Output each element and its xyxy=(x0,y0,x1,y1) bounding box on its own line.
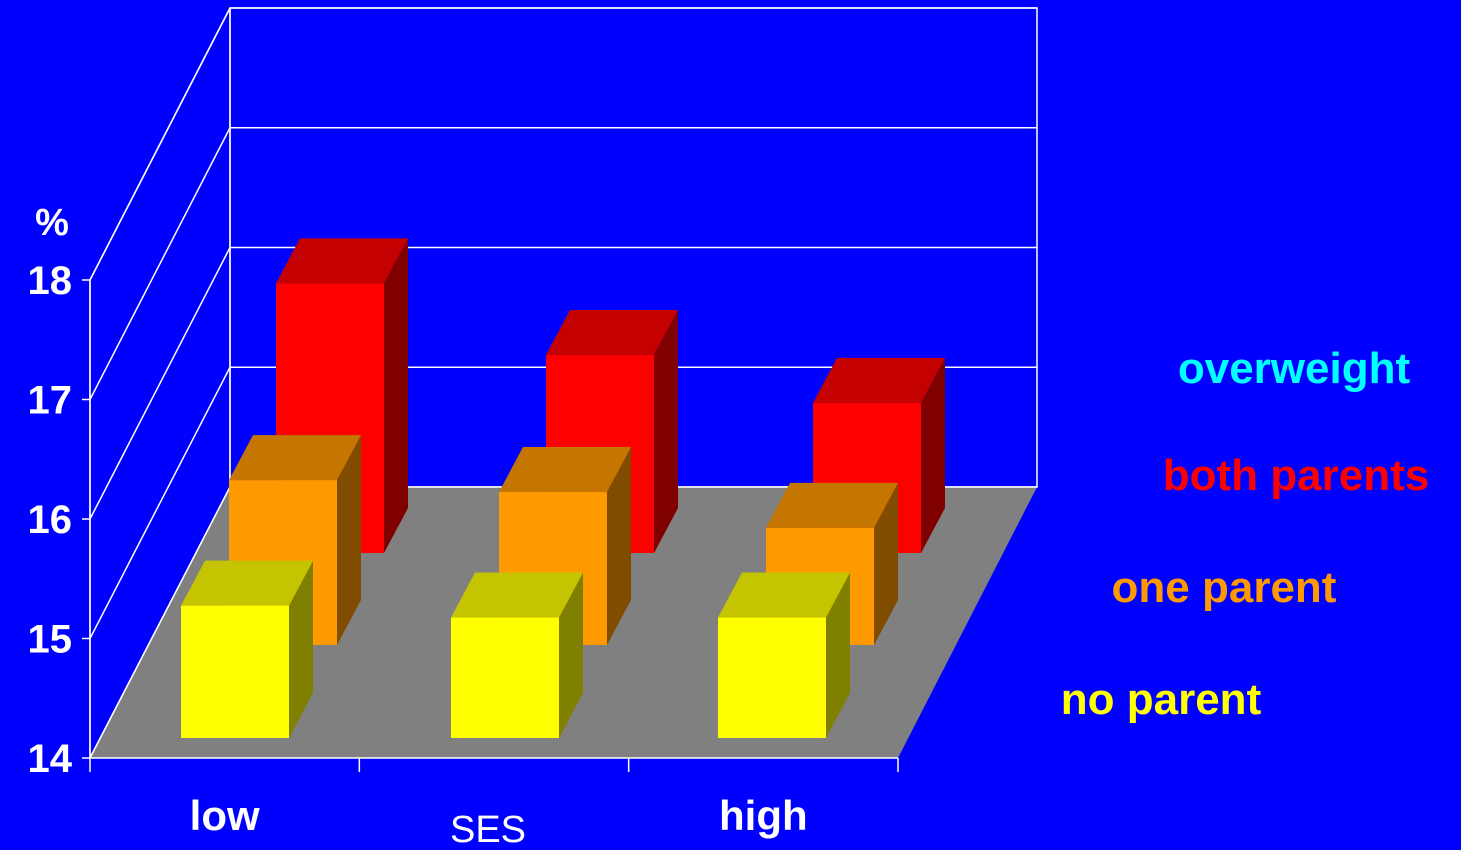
bar-side xyxy=(654,310,678,553)
legend-entry-both-parents: both parents xyxy=(1163,451,1429,500)
bar-no-parent-1 xyxy=(451,572,583,738)
bar-no-parent-0 xyxy=(181,560,313,738)
bar-side xyxy=(607,447,631,645)
gridline-side xyxy=(89,127,231,400)
bar-top xyxy=(546,310,678,356)
y-tick-label: 14 xyxy=(28,737,73,781)
gridline-side xyxy=(89,247,231,520)
legend-entry-no-parent: no parent xyxy=(1061,675,1262,724)
bar-top xyxy=(813,357,945,403)
bar-top xyxy=(181,560,313,606)
y-tick-label: 15 xyxy=(28,618,73,662)
bar-no-parent-2 xyxy=(718,572,850,738)
y-axis-label: % xyxy=(35,202,69,244)
legend-entry-one-parent: one parent xyxy=(1112,563,1337,612)
bar-top xyxy=(718,572,850,618)
bar-top xyxy=(766,482,898,528)
bar-side xyxy=(921,357,945,553)
bar-front xyxy=(181,605,289,738)
bar-top xyxy=(499,447,631,493)
chart-bars xyxy=(181,238,945,738)
gridline-side xyxy=(89,366,231,639)
bar-side xyxy=(826,572,850,738)
legend: overweight both parents one parent no pa… xyxy=(1061,344,1429,724)
bar-top xyxy=(276,238,408,284)
y-tick-label: 17 xyxy=(28,379,73,423)
x-tick-label: high xyxy=(719,792,808,839)
bar-side xyxy=(289,560,313,738)
y-tick-label: 16 xyxy=(28,498,73,542)
bar-top xyxy=(229,435,361,481)
gridline-side xyxy=(89,486,231,759)
bar-side xyxy=(874,482,898,645)
y-tick-label: 18 xyxy=(28,259,73,303)
x-axis-label: SES xyxy=(450,809,526,845)
bar-front xyxy=(451,617,559,738)
gridline-side xyxy=(89,7,231,281)
bar-side xyxy=(337,435,361,645)
bar-side xyxy=(384,238,408,553)
bar-top xyxy=(451,572,583,618)
chart-axes: 14 15 16 17 18 low high xyxy=(28,259,899,839)
chart-title: overweight xyxy=(1178,344,1411,393)
bar-side xyxy=(559,572,583,738)
bar-front xyxy=(718,617,826,738)
x-tick-label: low xyxy=(190,792,260,839)
